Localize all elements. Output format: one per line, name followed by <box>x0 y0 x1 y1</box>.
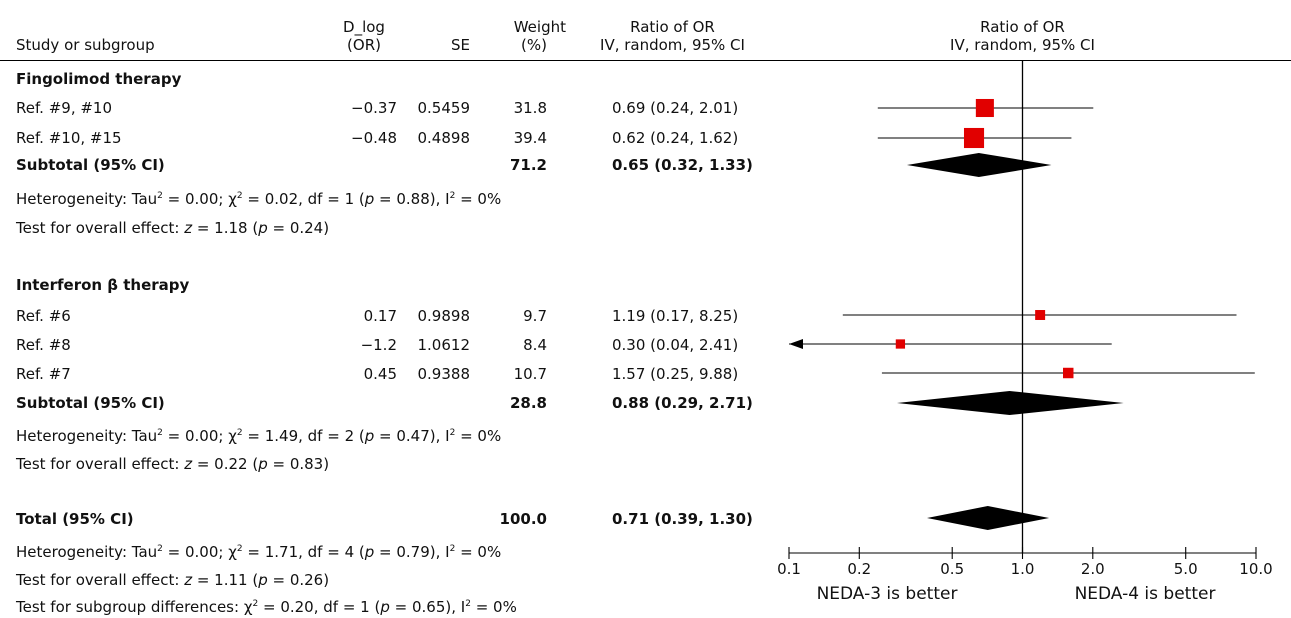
study-name: Ref. #6 <box>16 307 71 325</box>
study-dlog: 0.17 <box>363 307 397 325</box>
study-name: Ref. #9, #10 <box>16 99 113 117</box>
overall-effect-text-total: Test for overall effect: z = 1.11 (p = 0… <box>16 571 330 589</box>
header-dlog-line1: D_log <box>343 18 385 36</box>
pooled-diamond <box>896 391 1124 415</box>
overall-effect-text: Test for overall effect: z = 0.22 (p = 0… <box>16 455 330 473</box>
x-tick-label: 0.1 <box>777 560 801 578</box>
study-se: 0.9898 <box>417 307 471 325</box>
header-ratio-line2: IV, random, 95% CI <box>600 36 745 54</box>
header-ratio-line1: Ratio of OR <box>630 18 715 36</box>
group-title-fingolimod: Fingolimod therapy <box>16 70 182 88</box>
header-weight-line1: Weight <box>513 18 566 36</box>
study-marker <box>1063 367 1074 379</box>
x-tick-label: 2.0 <box>1081 560 1105 578</box>
study-ci: 1.57 (0.25, 9.88) <box>612 365 739 383</box>
x-tick-label: 10.0 <box>1239 560 1272 578</box>
subtotal-label: Subtotal (95% CI) <box>16 156 165 174</box>
left-favours-label: NEDA-3 is better <box>817 584 958 604</box>
study-weight: 8.4 <box>523 336 547 354</box>
study-name: Ref. #7 <box>16 365 71 383</box>
overall-effect-text: Test for overall effect: z = 1.18 (p = 0… <box>16 219 330 237</box>
study-se: 1.0612 <box>417 336 471 354</box>
total-ci: 0.71 (0.39, 1.30) <box>612 510 753 528</box>
study-se: 0.4898 <box>417 129 471 147</box>
x-tick-label: 5.0 <box>1174 560 1198 578</box>
study-marker <box>895 339 906 349</box>
x-tick-label: 0.5 <box>940 560 964 578</box>
study-dlog: −1.2 <box>360 336 397 354</box>
subgroup-differences-text: Test for subgroup differences: χ2 = 0.20… <box>16 598 517 616</box>
group-title-interferon: Interferon β therapy <box>16 276 190 294</box>
pooled-diamond <box>927 506 1050 530</box>
study-marker <box>963 127 985 149</box>
study-marker <box>1035 310 1046 320</box>
header-divider <box>0 60 1291 61</box>
header-plot-line1: Ratio of OR <box>980 18 1065 36</box>
header-dlog-line2: (OR) <box>347 36 381 54</box>
right-favours-label: NEDA-4 is better <box>1075 584 1216 604</box>
study-dlog: −0.37 <box>351 99 397 117</box>
pooled-diamond <box>906 153 1052 177</box>
study-ci: 0.69 (0.24, 2.01) <box>612 99 739 117</box>
x-tick-label: 1.0 <box>1011 560 1035 578</box>
ci-arrow <box>789 339 803 349</box>
study-dlog: 0.45 <box>363 365 397 383</box>
subtotal-weight: 71.2 <box>509 156 547 174</box>
study-ci: 0.62 (0.24, 1.62) <box>612 129 739 147</box>
subtotal-weight: 28.8 <box>509 394 547 412</box>
study-weight: 39.4 <box>513 129 547 147</box>
study-se: 0.5459 <box>417 99 471 117</box>
header-weight-line2: (%) <box>521 36 547 54</box>
header-plot-line2: IV, random, 95% CI <box>950 36 1095 54</box>
heterogeneity-text: Heterogeneity: Tau2 = 0.00; χ2 = 1.49, d… <box>16 427 502 445</box>
study-weight: 9.7 <box>523 307 547 325</box>
study-ci: 1.19 (0.17, 8.25) <box>612 307 739 325</box>
study-weight: 31.8 <box>513 99 547 117</box>
subtotal-label: Subtotal (95% CI) <box>16 394 165 412</box>
subtotal-ci: 0.65 (0.32, 1.33) <box>612 156 753 174</box>
heterogeneity-text-total: Heterogeneity: Tau2 = 0.00; χ2 = 1.71, d… <box>16 543 502 561</box>
subtotal-ci: 0.88 (0.29, 2.71) <box>612 394 753 412</box>
study-se: 0.9388 <box>417 365 471 383</box>
total-weight: 100.0 <box>499 510 547 528</box>
study-weight: 10.7 <box>513 365 547 383</box>
study-name: Ref. #10, #15 <box>16 129 122 147</box>
header-se: SE <box>451 36 470 54</box>
study-ci: 0.30 (0.04, 2.41) <box>612 336 739 354</box>
total-label: Total (95% CI) <box>16 510 134 528</box>
header-study: Study or subgroup <box>16 36 155 54</box>
study-marker <box>975 98 994 118</box>
study-dlog: −0.48 <box>351 129 397 147</box>
x-tick-label: 0.2 <box>847 560 871 578</box>
study-name: Ref. #8 <box>16 336 71 354</box>
heterogeneity-text: Heterogeneity: Tau2 = 0.00; χ2 = 0.02, d… <box>16 190 502 208</box>
